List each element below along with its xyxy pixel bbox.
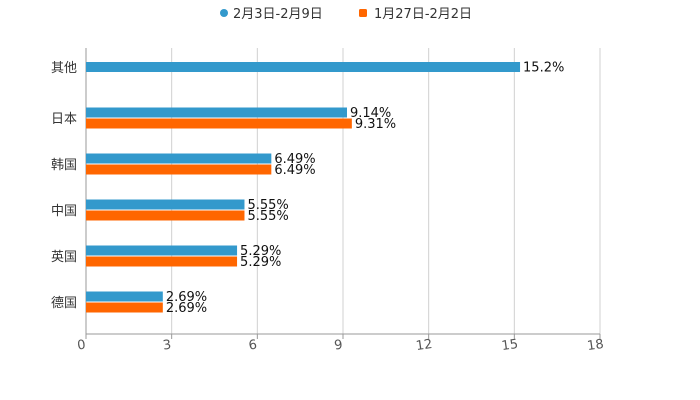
tick-label-0: 0 xyxy=(76,338,86,354)
value-labels: 15.2% 9.14%9.31% 6.49%6.49% 5.55%5.55% 5.29%… xyxy=(166,61,565,317)
value-label-0-3: 5.55% xyxy=(247,198,288,213)
bar-1-3[interactable] xyxy=(86,210,245,221)
legend: 2月3日-2月9日 1月27日-2月2日 xyxy=(220,7,472,22)
category-label-4: 英国 xyxy=(51,250,77,265)
legend-label-0[interactable]: 2月3日-2月9日 xyxy=(233,7,323,22)
value-label-1-2: 6.49% xyxy=(274,163,315,178)
tick-label-6: 6 xyxy=(248,338,258,354)
value-label-1-4: 5.29% xyxy=(240,255,281,270)
value-label-1-5: 2.69% xyxy=(166,301,207,316)
bar-1-4[interactable] xyxy=(86,256,238,267)
grid xyxy=(85,48,601,339)
tick-label-12: 12 xyxy=(415,337,433,354)
tick-label-3: 3 xyxy=(162,338,172,354)
bar-0-2[interactable] xyxy=(86,153,272,164)
category-label-3: 中国 xyxy=(51,204,77,219)
category-label-1: 日本 xyxy=(51,112,77,127)
value-label-0-1: 9.14% xyxy=(350,106,391,121)
legend-marker-0 xyxy=(220,9,228,17)
value-label-1-1: 9.31% xyxy=(355,117,396,132)
category-label-0: 其他 xyxy=(51,61,77,76)
legend-label-1[interactable]: 1月27日-2月2日 xyxy=(374,7,472,22)
legend-marker-1 xyxy=(359,9,367,17)
tick-label-9: 9 xyxy=(333,338,343,354)
value-label-0-2: 6.49% xyxy=(274,152,315,167)
bar-0-5[interactable] xyxy=(86,291,163,302)
x-axis-ticks: 0 3 6 9 12 15 18 xyxy=(76,337,604,354)
value-label-1-3: 5.55% xyxy=(247,209,288,224)
bar-0-0[interactable] xyxy=(86,62,521,72)
bar-0-1[interactable] xyxy=(86,107,347,118)
bar-0-4[interactable] xyxy=(86,245,238,256)
bars xyxy=(86,62,521,313)
bar-0-3[interactable] xyxy=(86,199,245,210)
value-label-0-0: 15.2% xyxy=(523,61,564,76)
category-label-5: 德国 xyxy=(51,296,77,311)
bar-1-1[interactable] xyxy=(86,118,352,129)
bar-1-5[interactable] xyxy=(86,302,163,313)
value-label-0-5: 2.69% xyxy=(166,290,207,305)
category-label-2: 韩国 xyxy=(51,158,77,173)
tick-label-15: 15 xyxy=(501,337,519,354)
bar-1-2[interactable] xyxy=(86,164,272,175)
value-label-0-4: 5.29% xyxy=(240,244,281,259)
tick-label-18: 18 xyxy=(586,337,604,354)
